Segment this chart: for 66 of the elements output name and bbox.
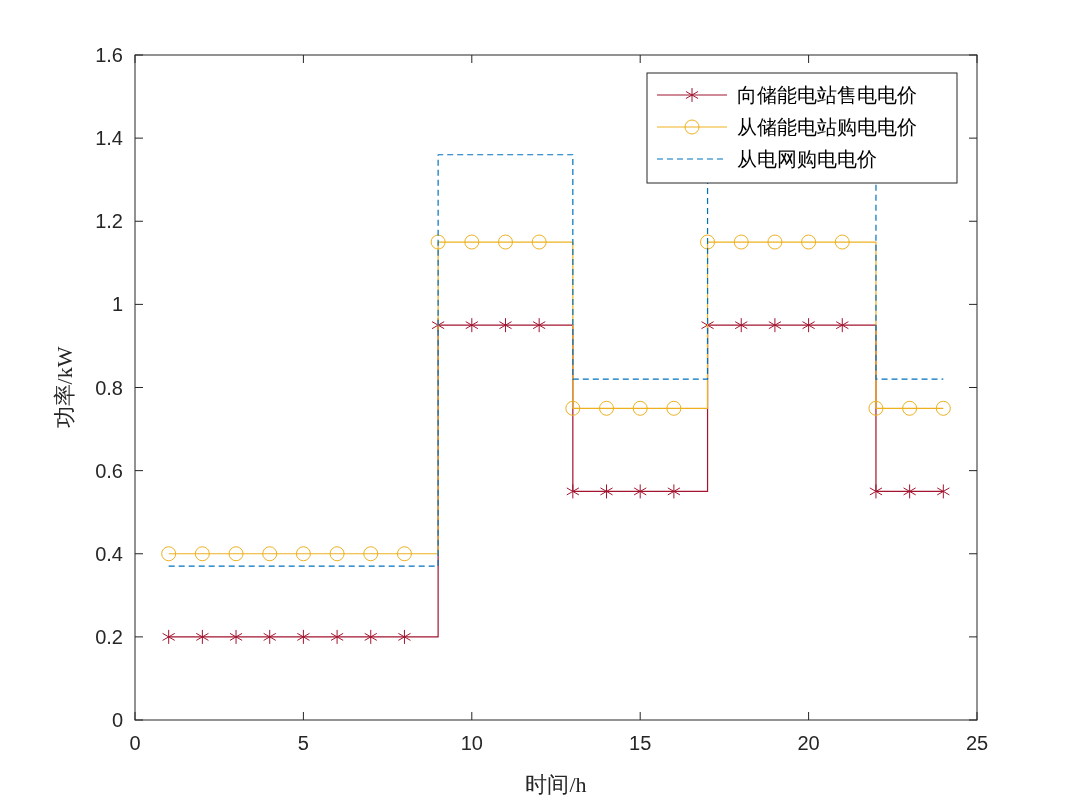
x-tick-label: 20: [797, 732, 820, 754]
y-tick-label: 1: [111, 293, 123, 316]
legend-label: 从储能电站购电电价: [737, 116, 917, 138]
point: [835, 317, 849, 333]
point: [397, 629, 411, 645]
legend-label: 向储能电站售电电价: [737, 84, 917, 106]
point: [194, 546, 210, 562]
point: [396, 546, 412, 562]
point: [700, 234, 716, 250]
point: [902, 400, 918, 416]
point: [195, 629, 209, 645]
point: [465, 317, 479, 333]
legend-label: 从电网购电电价: [737, 148, 877, 170]
point: [228, 546, 244, 562]
point: [363, 546, 379, 562]
point: [162, 629, 176, 645]
point: [229, 629, 243, 645]
point: [632, 400, 648, 416]
y-tick-label: 0.4: [95, 542, 123, 565]
point: [531, 234, 547, 250]
x-tick-label: 10: [460, 732, 483, 754]
point: [734, 317, 748, 333]
point: [936, 483, 950, 499]
x-tick-label: 25: [965, 732, 989, 754]
x-tick-label: 0: [129, 732, 141, 754]
point: [802, 317, 816, 333]
x-axis-title: 时间/h: [525, 772, 587, 797]
point: [768, 317, 782, 333]
point: [868, 400, 884, 416]
point: [296, 629, 310, 645]
y-tick-label: 1.4: [95, 127, 123, 150]
point: [532, 317, 546, 333]
point: [262, 546, 278, 562]
point: [566, 483, 580, 499]
point: [801, 234, 817, 250]
point: [498, 317, 513, 333]
point: [295, 546, 311, 562]
point: [767, 234, 783, 250]
point: [497, 234, 513, 250]
x-tick-label: 5: [297, 732, 309, 754]
y-tick-label: 0.2: [95, 625, 123, 648]
point: [430, 234, 446, 250]
point: [666, 400, 682, 416]
y-tick-label: 0.8: [95, 376, 123, 399]
y-tick-label: 0.6: [95, 459, 123, 482]
y-tick-label: 0: [111, 709, 123, 731]
point: [633, 483, 647, 499]
point: [869, 483, 883, 499]
point: [599, 483, 614, 499]
point: [834, 234, 850, 250]
point: [903, 483, 917, 499]
point: [329, 546, 345, 562]
point: [935, 400, 951, 416]
point: [464, 234, 480, 250]
y-tick-label: 1.6: [95, 44, 123, 66]
point: [330, 629, 344, 645]
point: [364, 629, 378, 645]
y-tick-label: 1.2: [95, 210, 123, 233]
point: [667, 483, 681, 499]
point: [263, 629, 277, 645]
point: [565, 400, 581, 416]
y-axis-title: 功率/kW: [52, 346, 77, 429]
x-tick-label: 15: [629, 732, 652, 754]
point: [161, 546, 177, 562]
point: [599, 400, 615, 416]
point: [733, 234, 749, 250]
